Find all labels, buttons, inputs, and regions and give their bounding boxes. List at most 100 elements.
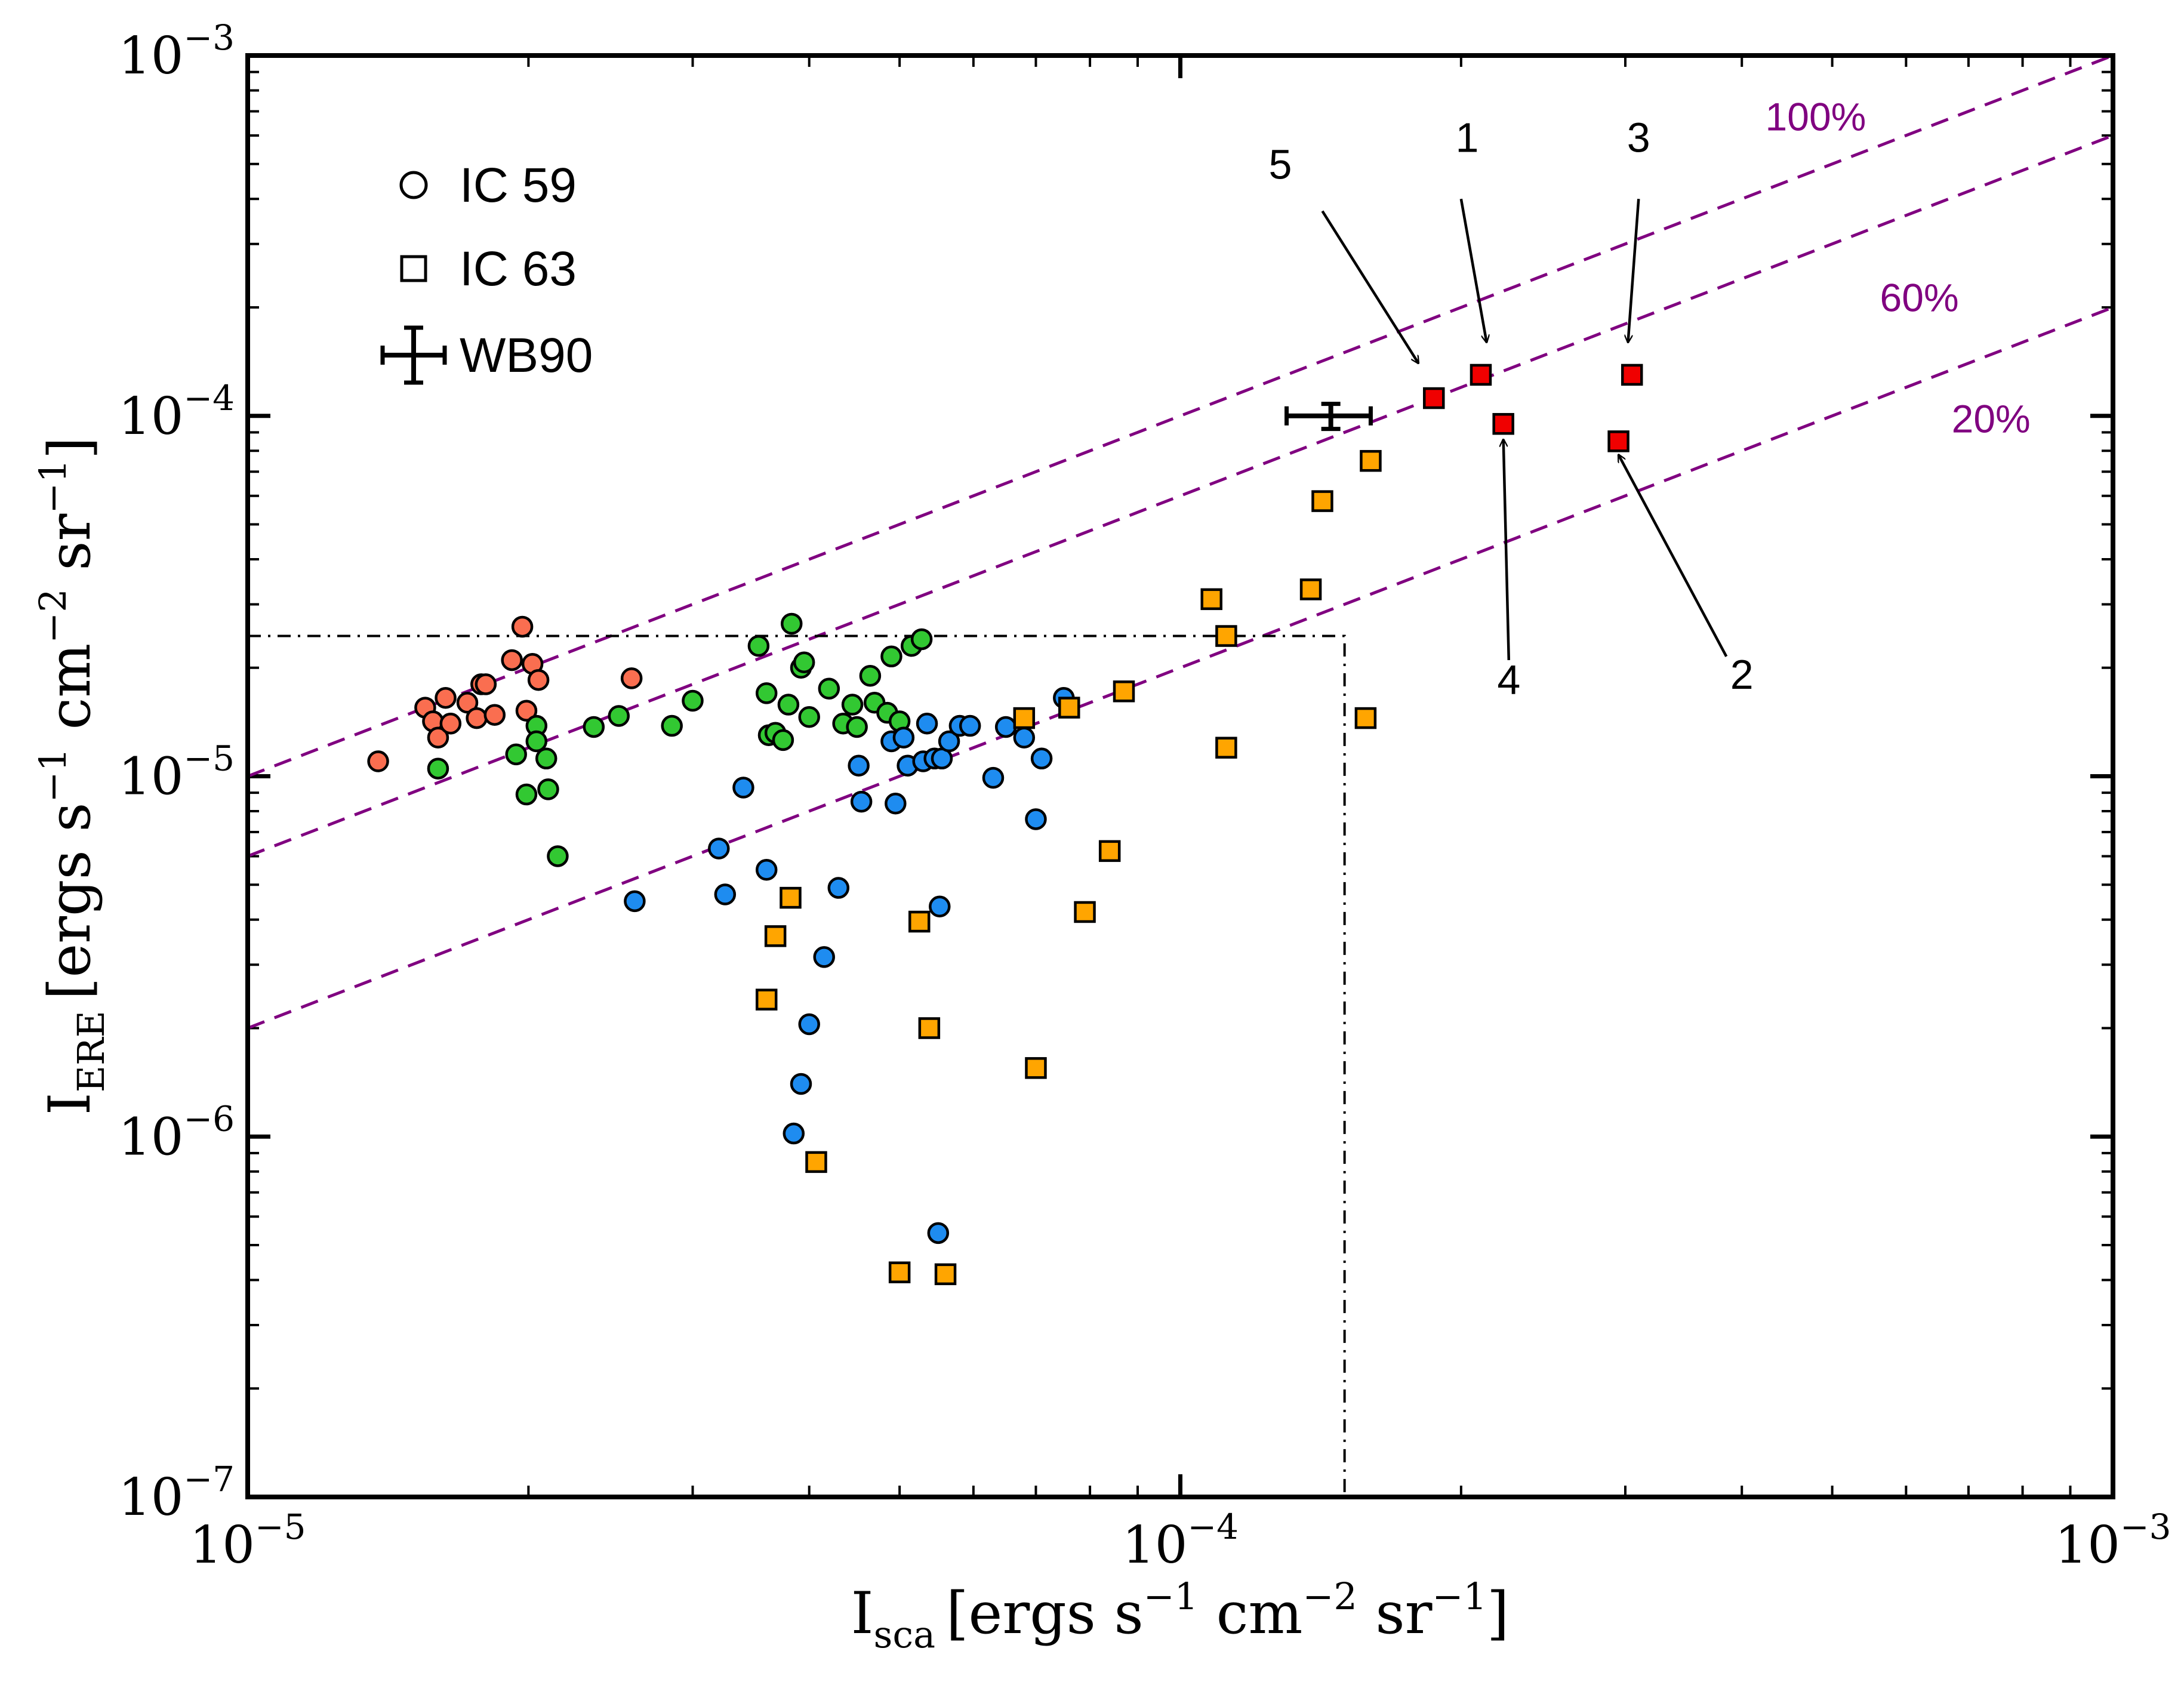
efficiency-line-label: 20% bbox=[1952, 396, 2031, 440]
data-point-square bbox=[1360, 449, 1382, 472]
efficiency-line-label: 60% bbox=[1880, 276, 1959, 320]
data-point-circle bbox=[755, 859, 778, 881]
data-point-square bbox=[1074, 901, 1096, 923]
legend: IC 59 IC 63 WB90 bbox=[380, 158, 593, 385]
x-axis-label-cm: cm bbox=[1198, 1580, 1302, 1647]
data-point-circle bbox=[827, 877, 850, 899]
data-point-circle bbox=[818, 677, 840, 700]
data-point-square bbox=[1299, 578, 1322, 600]
data-point-square bbox=[1215, 737, 1237, 759]
data-point-circle bbox=[620, 667, 643, 689]
data-point-circle bbox=[885, 792, 907, 815]
annotation-label: 5 bbox=[1269, 141, 1292, 187]
annotation-arrow bbox=[1459, 198, 1487, 342]
data-point-circle bbox=[475, 673, 497, 695]
x-axis-label: Isca [ergs s−1 cm−2 sr−1] bbox=[851, 1575, 1510, 1656]
y-tick-labels: 10−7 10−6 10−5 10−4 10−3 bbox=[118, 17, 235, 1527]
data-point-circle bbox=[959, 714, 981, 737]
x-tick-label: 10−5 bbox=[190, 1507, 306, 1575]
data-point-circle bbox=[608, 705, 630, 727]
y-axis-label-units: [ergs s bbox=[36, 802, 103, 1000]
y-axis-label-sub: ERE bbox=[69, 1011, 113, 1092]
x-axis-label-main: I bbox=[851, 1580, 874, 1647]
data-point-circle bbox=[772, 729, 794, 751]
y-axis-label-close: ] bbox=[36, 437, 103, 459]
data-point-circle bbox=[846, 716, 868, 738]
y-tick-label: 10−4 bbox=[118, 378, 235, 446]
data-point-circle bbox=[783, 1122, 805, 1145]
data-point-circle bbox=[755, 682, 778, 704]
annotation-label: 4 bbox=[1497, 657, 1520, 703]
y-tick-label: 10−3 bbox=[118, 17, 235, 86]
x-axis-label-sup1: −1 bbox=[1144, 1575, 1198, 1618]
data-point-circle bbox=[427, 757, 449, 780]
data-point-circle bbox=[466, 707, 488, 729]
annotations: 100% 60% 20% 5 1 3 4 2 bbox=[1269, 94, 2031, 703]
data-point-square bbox=[780, 886, 802, 909]
data-point-square bbox=[1354, 707, 1377, 729]
data-point-circle bbox=[456, 692, 479, 714]
data-point-circle bbox=[850, 790, 873, 813]
annotation-label: 2 bbox=[1730, 651, 1754, 698]
data-point-square bbox=[888, 1261, 911, 1283]
data-point-circle bbox=[661, 714, 683, 737]
data-point-square bbox=[764, 925, 787, 947]
data-point-square bbox=[805, 1151, 827, 1173]
data-point-circle bbox=[537, 778, 559, 800]
x-tick-label: 10−3 bbox=[2055, 1507, 2171, 1575]
data-point-circle bbox=[525, 730, 548, 753]
data-point-circle bbox=[929, 895, 951, 918]
data-point-circle bbox=[547, 845, 569, 867]
data-point-square bbox=[755, 988, 778, 1011]
data-point-circle bbox=[916, 713, 938, 735]
data-point-circle bbox=[714, 883, 737, 905]
data-point-circle bbox=[515, 783, 538, 806]
legend-label: WB90 bbox=[460, 328, 593, 383]
efficiency-line-label: 100% bbox=[1766, 94, 1866, 138]
x-axis-label-sup3: −1 bbox=[1433, 1575, 1487, 1618]
data-point-circle bbox=[535, 747, 557, 770]
data-point-circle bbox=[982, 766, 1005, 789]
data-point-square bbox=[1607, 430, 1629, 452]
data-point-circle bbox=[994, 716, 1017, 738]
x-axis-label-sup2: −2 bbox=[1302, 1575, 1357, 1618]
x-tick-labels: 10−5 10−4 10−3 bbox=[190, 1507, 2171, 1575]
annotation-arrow bbox=[1321, 210, 1418, 363]
data-point-circle bbox=[777, 694, 800, 716]
data-point-circle bbox=[798, 706, 820, 728]
annotation-arrow bbox=[1628, 199, 1640, 342]
data-point-circle bbox=[910, 628, 933, 651]
data-point-circle bbox=[435, 686, 457, 709]
legend-label: IC 63 bbox=[460, 242, 577, 296]
data-point-square bbox=[1423, 387, 1445, 409]
efficiency-line bbox=[248, 134, 2113, 858]
data-point-square bbox=[908, 910, 931, 933]
data-point-circle bbox=[780, 612, 803, 635]
data-point-square bbox=[1200, 588, 1222, 611]
data-point-square bbox=[1113, 680, 1135, 703]
data-point-circle bbox=[848, 754, 870, 777]
data-point-circle bbox=[505, 743, 527, 766]
data-point-square bbox=[1215, 625, 1237, 647]
y-tick-label: 10−7 bbox=[118, 1459, 235, 1527]
data-point-circle bbox=[1013, 726, 1036, 749]
data-point-circle bbox=[427, 726, 449, 749]
data-point-square bbox=[1492, 412, 1514, 435]
data-point-circle bbox=[515, 700, 538, 722]
y-axis-label-sup3: −1 bbox=[31, 459, 75, 513]
data-point-circle bbox=[793, 651, 815, 673]
annotation-label: 1 bbox=[1455, 115, 1478, 161]
data-point-square bbox=[1470, 363, 1492, 386]
data-points bbox=[367, 363, 1643, 1286]
y-axis-label: IERE[ergs s−1 cm−2 sr−1] bbox=[31, 437, 113, 1115]
annotation-arrow bbox=[1617, 455, 1728, 657]
data-point-circle bbox=[938, 730, 960, 753]
data-point-circle bbox=[708, 837, 730, 860]
data-point-circle bbox=[859, 664, 882, 687]
legend-circle-icon bbox=[399, 171, 428, 199]
data-point-circle bbox=[747, 634, 770, 657]
y-axis-label-cm: cm bbox=[36, 643, 103, 748]
data-point-square bbox=[1621, 363, 1643, 386]
data-point-circle bbox=[1025, 808, 1047, 830]
